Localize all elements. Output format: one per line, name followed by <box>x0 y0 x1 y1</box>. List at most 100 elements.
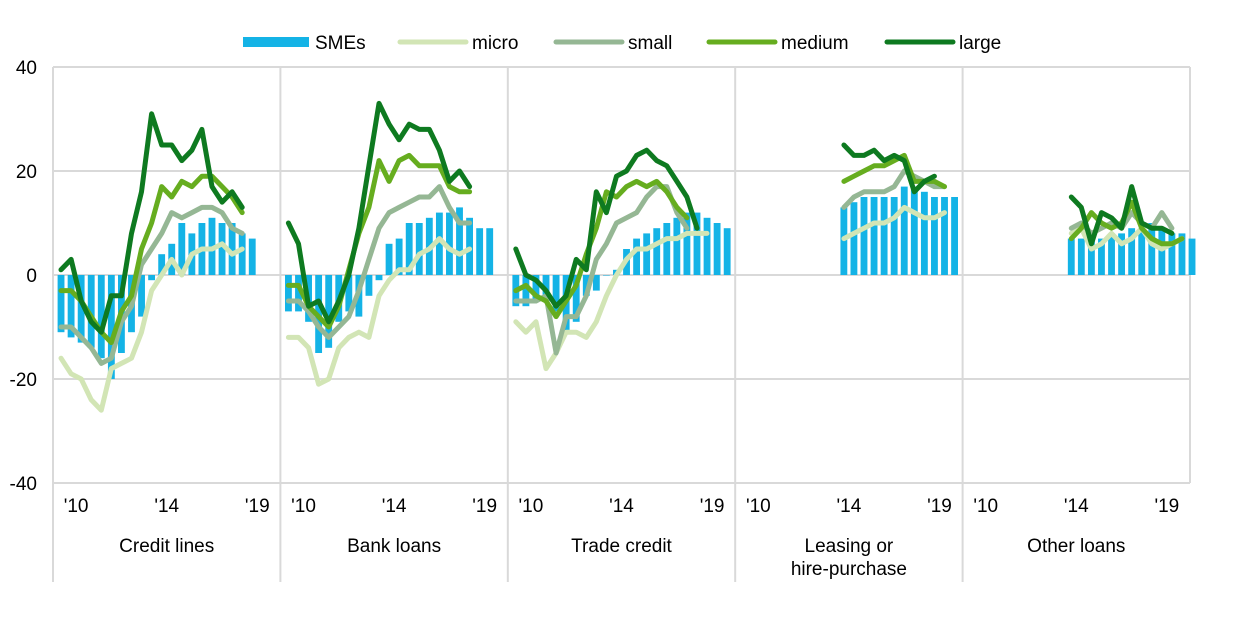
bar-smes <box>325 275 333 348</box>
bar-smes <box>1067 238 1075 275</box>
y-tick-label: -40 <box>10 474 37 495</box>
y-tick-label: 20 <box>16 162 37 183</box>
bar-smes <box>218 223 226 275</box>
bar-smes <box>643 233 651 275</box>
bar-smes <box>77 275 85 343</box>
bar-smes <box>582 275 590 296</box>
line-large <box>841 142 937 195</box>
legend-swatch-smes <box>243 37 309 47</box>
panel-label: Leasing or <box>805 536 894 557</box>
bar-smes <box>673 217 681 275</box>
bar-smes <box>1087 238 1095 275</box>
line-micro <box>841 204 947 242</box>
bar-smes <box>1077 238 1085 275</box>
bar-smes <box>653 228 661 275</box>
bar-smes <box>602 275 610 276</box>
panel-label: Bank loans <box>347 536 441 557</box>
bar-smes <box>466 217 473 275</box>
bar-smes <box>633 238 641 275</box>
line-large <box>58 111 245 335</box>
x-tick-label: '19 <box>472 496 497 517</box>
legend-label-smes: SMEs <box>315 33 366 54</box>
bar-smes <box>1188 238 1196 275</box>
line-micro <box>58 241 245 413</box>
bar-smes <box>87 275 95 348</box>
bar-smes <box>683 212 691 275</box>
bar-smes <box>476 228 484 275</box>
panel-label: hire-purchase <box>791 559 907 580</box>
bar-smes <box>435 212 443 275</box>
line-small <box>58 204 245 366</box>
bar-smes <box>910 186 918 275</box>
line-medium <box>285 152 473 330</box>
bar-smes <box>415 223 423 275</box>
bar-smes <box>572 275 580 322</box>
x-tick-label: '10 <box>291 496 316 517</box>
bar-smes <box>663 223 671 275</box>
line-large <box>513 147 700 309</box>
y-tick-label: 40 <box>16 58 37 79</box>
x-tick-label: '14 <box>382 496 407 517</box>
x-tick-label: '14 <box>154 496 179 517</box>
y-tick-label: 0 <box>26 266 37 287</box>
bar-smes <box>228 223 236 275</box>
bar-smes <box>860 197 868 275</box>
bar-smes <box>1148 223 1156 275</box>
x-tick-label: '19 <box>245 496 270 517</box>
line-large <box>285 100 473 325</box>
x-tick-label: '19 <box>927 496 952 517</box>
x-tick-label: '10 <box>973 496 998 517</box>
bar-smes <box>552 275 560 312</box>
bar-smes <box>148 275 156 281</box>
bar-smes <box>395 238 403 275</box>
bar-smes <box>592 275 600 291</box>
x-tick-label: '19 <box>1154 496 1179 517</box>
legend: SMEs micro small medium large <box>243 33 1001 54</box>
bar-smes <box>456 207 463 275</box>
bar-smes <box>365 275 373 296</box>
y-tick-label: -20 <box>10 370 37 391</box>
bar-smes <box>1158 228 1166 275</box>
bar-smes <box>703 217 711 275</box>
x-tick-label: '14 <box>1064 496 1089 517</box>
bar-smes <box>890 197 898 275</box>
bar-smes <box>1168 233 1176 275</box>
line-micro <box>285 236 473 387</box>
bar-smes <box>295 275 302 312</box>
line-medium <box>513 178 690 320</box>
x-tick-label: '14 <box>837 496 862 517</box>
bar-smes <box>57 275 65 333</box>
x-tick-label: '19 <box>700 496 725 517</box>
bar-smes <box>951 197 958 275</box>
bar-smes <box>248 238 256 275</box>
bar-smes <box>532 275 540 301</box>
bar-smes <box>1118 233 1126 275</box>
bar-smes <box>693 212 701 275</box>
legend-label-micro: micro <box>472 33 518 54</box>
bar-smes <box>920 191 928 275</box>
bar-smes <box>941 197 948 275</box>
bar-smes <box>97 275 105 359</box>
x-tick-label: '10 <box>64 496 89 517</box>
line-small <box>285 184 473 340</box>
bar-smes <box>931 197 938 275</box>
bar-smes <box>1178 233 1186 275</box>
panel-label: Other loans <box>1027 536 1125 557</box>
axis-layer: 40 20 0 -20 -40 '10 '14 '19 Credit lines '10 '14 '1… <box>10 58 1180 580</box>
legend-label-large: large <box>959 33 1001 54</box>
bar-smes <box>238 233 246 275</box>
line-micro <box>513 230 710 372</box>
bar-smes <box>850 202 858 275</box>
bar-smes <box>138 275 145 317</box>
bar-smes <box>405 223 413 275</box>
bar-smes <box>385 243 393 275</box>
bar-smes <box>486 228 494 275</box>
bar-smes <box>285 275 292 312</box>
lines-layer <box>58 100 1185 413</box>
panel-label: Trade credit <box>571 536 672 557</box>
bar-smes <box>67 275 75 338</box>
bar-smes <box>446 212 453 275</box>
bar-smes <box>713 223 721 275</box>
bar-smes <box>375 275 383 281</box>
